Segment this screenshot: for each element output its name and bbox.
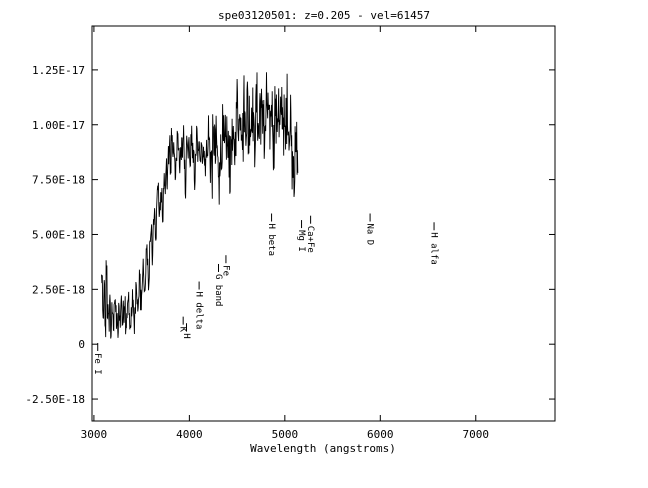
y-axis: -2.50E-18 0 2.50E-18 5.00E-18 7.50E-18 1.00E-… bbox=[25, 64, 555, 406]
line-marker-label: H bbox=[181, 333, 191, 338]
y-tick-label: 1.00E-17 bbox=[32, 119, 85, 132]
line-marker-label: Fe I bbox=[92, 353, 102, 375]
line-marker-label: H beta bbox=[266, 224, 276, 257]
line-marker-label: Na D bbox=[365, 224, 375, 246]
y-tick-label: 7.50E-18 bbox=[32, 174, 85, 187]
y-tick-label: 1.25E-17 bbox=[32, 64, 85, 77]
spectrum-line bbox=[101, 72, 299, 339]
y-tick-label: 2.50E-18 bbox=[32, 283, 85, 296]
line-marker-label: K bbox=[178, 327, 188, 333]
plot-frame bbox=[91, 25, 556, 422]
chart-title: spe03120501: z=0.205 - vel=61457 bbox=[218, 9, 430, 22]
y-tick-label: -2.50E-18 bbox=[25, 393, 85, 406]
x-axis-label: Wavelength (angstroms) bbox=[250, 442, 396, 455]
x-tick-label: 5000 bbox=[272, 428, 299, 441]
line-marker-label: G band bbox=[213, 274, 223, 307]
x-axis: 3000 4000 5000 6000 7000 bbox=[81, 26, 489, 441]
y-tick-label: 5.00E-18 bbox=[32, 228, 85, 241]
line-marker-label: Mg I bbox=[296, 230, 306, 252]
y-tick-label: 0 bbox=[78, 338, 85, 351]
x-tick-label: 6000 bbox=[367, 428, 394, 441]
line-marker-label: H alfa bbox=[429, 232, 439, 265]
x-tick-label: 3000 bbox=[81, 428, 108, 441]
x-tick-label: 4000 bbox=[176, 428, 203, 441]
x-tick-label: 7000 bbox=[463, 428, 490, 441]
line-marker-label: Fe bbox=[220, 265, 230, 276]
line-marker-label: Ca+Fe bbox=[305, 226, 315, 253]
line-marker-label: H delta bbox=[194, 292, 204, 330]
